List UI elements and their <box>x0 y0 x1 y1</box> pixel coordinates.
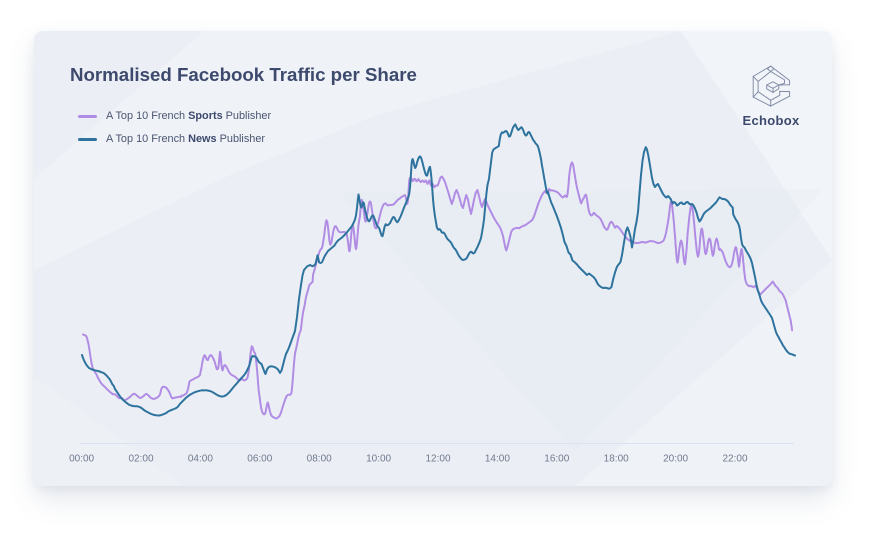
svg-text:02:00: 02:00 <box>128 454 153 465</box>
svg-text:14:00: 14:00 <box>485 454 510 465</box>
svg-text:00:00: 00:00 <box>69 454 94 465</box>
svg-text:16:00: 16:00 <box>544 454 569 465</box>
svg-text:12:00: 12:00 <box>425 454 450 465</box>
svg-text:08:00: 08:00 <box>307 454 332 465</box>
svg-text:18:00: 18:00 <box>604 454 629 465</box>
svg-text:04:00: 04:00 <box>188 454 213 465</box>
svg-text:20:00: 20:00 <box>663 454 688 465</box>
svg-text:06:00: 06:00 <box>247 454 272 465</box>
svg-text:22:00: 22:00 <box>722 454 747 465</box>
svg-text:10:00: 10:00 <box>366 454 391 465</box>
